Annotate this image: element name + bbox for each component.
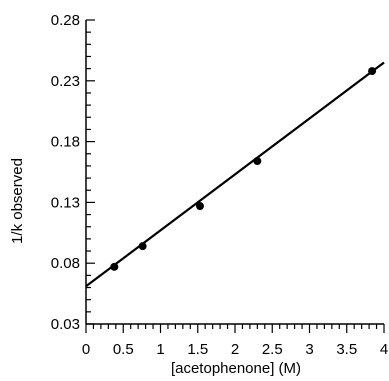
x-tick-label: 0.5	[113, 341, 134, 358]
x-tick-label: 4	[380, 341, 388, 358]
x-tick-label: 0	[82, 341, 90, 358]
x-tick-label: 3	[305, 341, 313, 358]
y-tick-label: 0.23	[51, 73, 80, 90]
data-point	[253, 157, 262, 166]
data-point	[368, 67, 377, 76]
data-point	[138, 242, 147, 251]
y-tick-label: 0.18	[51, 134, 80, 151]
y-tick-label: 0.03	[51, 316, 80, 333]
data-point	[110, 262, 119, 271]
x-tick-label: 2.5	[262, 341, 283, 358]
y-tick-label: 0.28	[51, 12, 80, 29]
y-axis-title: 1/k observed	[9, 158, 26, 244]
x-axis-title: [acetophenone] (M)	[171, 360, 301, 377]
x-tick-label: 1.5	[187, 341, 208, 358]
x-tick-label: 2	[231, 341, 239, 358]
x-tick-label: 1	[156, 341, 164, 358]
fit-line	[85, 61, 385, 288]
data-point	[195, 202, 204, 211]
x-tick-label: 3.5	[336, 341, 357, 358]
y-tick-label: 0.13	[51, 194, 80, 211]
y-tick-label: 0.08	[51, 255, 80, 272]
